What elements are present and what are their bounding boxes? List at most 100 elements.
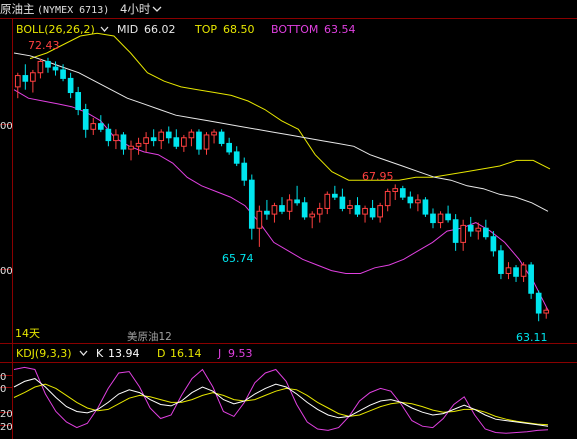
price-axis-tick: 00 (0, 121, 13, 132)
candle (279, 197, 285, 215)
candle-body (339, 196, 346, 209)
candle-body (332, 193, 338, 198)
candle (256, 205, 263, 247)
candle (22, 64, 29, 90)
candle-body (301, 202, 308, 218)
candle-body (543, 309, 550, 314)
boll-top-value: 68.50 (223, 23, 255, 36)
candle-body (37, 60, 44, 74)
range-days: 14天 (15, 327, 40, 340)
candle-body (75, 92, 82, 110)
candle (271, 202, 278, 223)
candle-body (90, 123, 97, 130)
kdj-k-label: K (96, 347, 104, 360)
chevron-down-icon[interactable] (100, 26, 109, 32)
boll-mid-line (13, 52, 549, 212)
period-selector[interactable]: 4小时 (120, 2, 151, 16)
candle (498, 245, 504, 280)
boll-bottom-line (13, 89, 549, 311)
candle-body (60, 69, 66, 79)
low-annotation-recent: 63.11 (516, 331, 548, 344)
candle (490, 231, 497, 257)
candle (233, 146, 240, 167)
boll-bottom-label: BOTTOM (271, 23, 318, 36)
candle (203, 132, 210, 155)
candle (377, 202, 383, 223)
candle-body (324, 193, 331, 209)
candle-body (384, 190, 391, 207)
candle (301, 197, 308, 220)
boll-top-label: TOP (194, 23, 217, 36)
candle (460, 219, 467, 251)
candle (475, 222, 482, 240)
candle-body (226, 142, 232, 153)
candle-body (528, 264, 534, 294)
candle-body (97, 123, 104, 130)
candle-body (203, 134, 210, 150)
candle (128, 140, 134, 161)
kdj-d-value: 16.14 (170, 347, 202, 360)
candle (339, 188, 346, 212)
candle (332, 185, 338, 200)
candle (294, 185, 300, 206)
chevron-down-icon[interactable] (152, 6, 162, 12)
candle-body (415, 199, 421, 204)
boll-mid-value: 66.02 (144, 23, 176, 36)
candle (218, 129, 225, 147)
candle-body (271, 205, 278, 215)
candle-body (30, 72, 36, 82)
kdj-j-value: 9.53 (228, 347, 253, 360)
candle (52, 61, 59, 76)
candle (211, 129, 217, 144)
candle-body (362, 207, 368, 215)
boll-mid-label: MID (117, 23, 138, 36)
candle (437, 211, 444, 229)
candle (30, 69, 36, 93)
kdj-lines (13, 366, 549, 434)
price-axis-tick: 00 (0, 266, 13, 277)
kdj-d-label: D (157, 347, 165, 360)
kdj-axis-tick: 20 (0, 422, 13, 433)
candle (354, 197, 361, 217)
chevron-down-icon[interactable] (79, 350, 88, 356)
candle-body (399, 188, 406, 198)
candle (384, 188, 391, 212)
instrument-code: (NYMEX 6713) (37, 5, 109, 16)
candle-body (264, 210, 270, 215)
kdj-j-line (13, 366, 549, 434)
candle-body (181, 137, 187, 147)
candle-body (437, 213, 444, 224)
candle-body (309, 213, 316, 218)
candle-body (482, 227, 489, 238)
candle (113, 129, 119, 150)
candle-body (460, 224, 467, 243)
candle-body (377, 205, 383, 218)
peak-annotation: 67.95 (362, 170, 394, 183)
candle (430, 208, 436, 229)
candle-body (520, 264, 527, 277)
high-annotation: 72.43 (28, 39, 60, 52)
candle-body (498, 250, 504, 274)
kdj-indicator-name[interactable]: KDJ(9,3,3) (16, 347, 72, 360)
kdj-j-label: J (217, 347, 221, 360)
candle-body (354, 205, 361, 215)
candle (415, 194, 421, 212)
candle-body (279, 205, 285, 212)
candle-body (218, 131, 225, 144)
candle-body (173, 137, 180, 147)
candle (181, 134, 187, 152)
candle-body (241, 162, 248, 181)
candle (158, 129, 165, 150)
candle-body (490, 236, 497, 252)
boll-indicator-name[interactable]: BOLL(26,26,2) (16, 23, 95, 36)
candle (528, 262, 534, 299)
candle (196, 129, 202, 155)
candle-body (82, 109, 89, 130)
candle-body (52, 66, 59, 71)
kdj-axis-tick: 0 (0, 372, 6, 383)
candle-body (22, 75, 29, 82)
candle-body (135, 142, 142, 147)
candle (362, 205, 368, 223)
